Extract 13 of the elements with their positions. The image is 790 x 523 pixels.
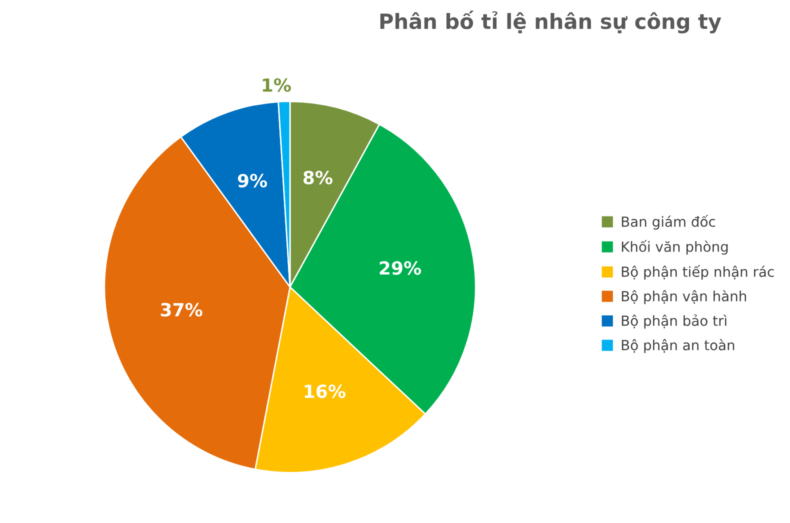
data-label: 1%: [262, 78, 291, 92]
data-label: 29%: [380, 261, 422, 275]
chart-title: Phân bố tỉ lệ nhân sự công ty: [380, 10, 722, 34]
legend-label: Khối văn phòng: [622, 240, 728, 255]
legend-label: Bộ phận vận hành: [622, 290, 746, 304]
data-label: 16%: [304, 384, 346, 398]
legend-label: Bộ phận tiếp nhận rác: [622, 265, 774, 280]
legend-label: Bộ phận an toàn: [622, 339, 734, 354]
data-label: 9%: [238, 174, 268, 188]
data-label: 37%: [160, 302, 202, 317]
legend-label: Ban giám đốc: [622, 214, 716, 230]
legend-label: Bộ phận bảo trì: [622, 314, 727, 329]
data-label: 8%: [303, 170, 332, 184]
